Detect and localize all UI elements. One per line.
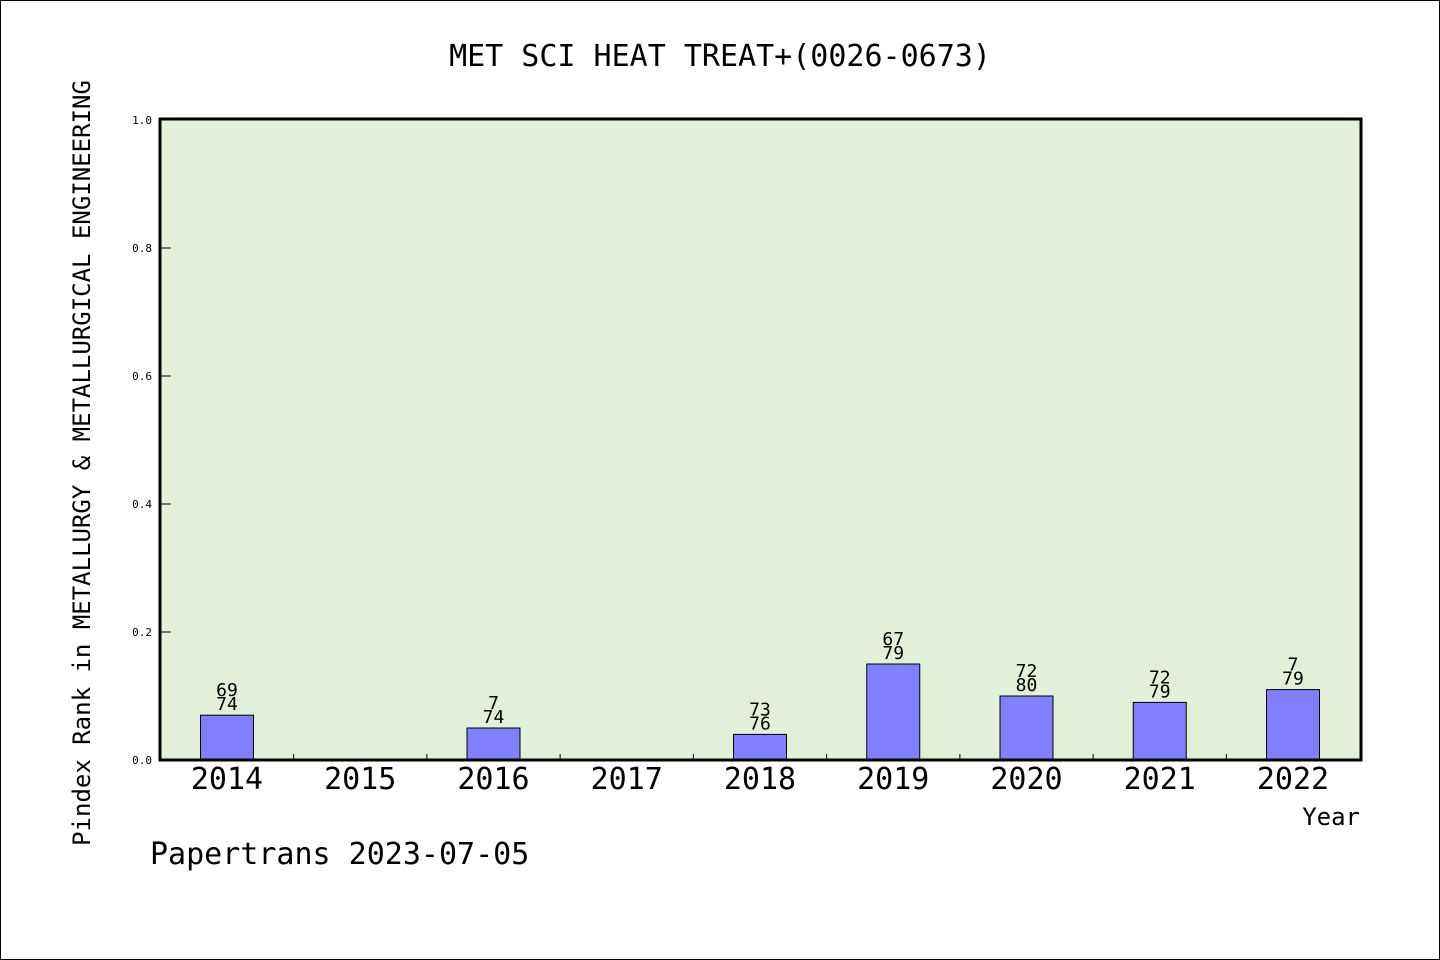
bar-total-label: 79 [1149,681,1171,702]
plot-border [158,117,1363,762]
y-tick-label: 0.8 [132,242,152,255]
bar-2018 [733,733,787,761]
bar-2022 [1266,689,1320,761]
x-axis-labels: 2014 2015 2016 2017 2018 2019 2020 2021 2022 [191,762,1329,797]
bar-2016 [466,727,521,761]
bar-rank-label: 72 [1016,661,1038,682]
x-tick-label: 2017 [591,762,663,797]
y-tick-label: 0.2 [132,626,152,639]
x-tick-label: 2016 [457,762,529,797]
x-axis-label: Year [1302,803,1360,831]
bar-2014 [200,714,254,761]
bar-rank-label: 69 [216,680,238,701]
y-tick-label: 0.6 [132,370,152,383]
bars-group [200,663,1320,761]
bar-rank-label: 7 [1288,655,1299,676]
bar-2021 [1132,701,1187,761]
bar-total-label: 74 [216,694,238,715]
bar-rank-label: 7 [488,693,499,714]
x-tick-label: 2021 [1124,762,1196,797]
bar-total-label: 76 [749,713,771,734]
footer-credit: Papertrans 2023-07-05 [150,837,529,872]
bar-total-label: 79 [1282,669,1304,690]
x-tick-label: 2019 [857,762,929,797]
y-tick-label: 0.0 [132,754,152,767]
x-tick-label: 2018 [724,762,796,797]
x-tick-label: 2020 [990,762,1062,797]
bar-2020 [999,695,1054,761]
y-tick-label: 0.4 [132,498,152,511]
bar-rank-label: 72 [1149,667,1171,688]
y-tick-label: 1.0 [132,114,152,127]
y-axis-label: Pindex Rank in METALLURGY & METALLURGICA… [68,80,96,846]
x-tick-label: 2015 [324,762,396,797]
bar-2019 [866,663,921,761]
bar-total-label: 74 [483,707,505,728]
bar-total-label: 79 [882,643,904,664]
x-tick-label: 2014 [191,762,263,797]
bar-rank-label: 73 [749,699,771,720]
x-tick-label: 2022 [1257,762,1329,797]
bar-rank-label: 67 [882,629,904,650]
chart-title: MET SCI HEAT TREAT+(0026-0673) [449,39,991,74]
bar-total-label: 80 [1016,675,1038,696]
plot-area [160,119,1361,760]
